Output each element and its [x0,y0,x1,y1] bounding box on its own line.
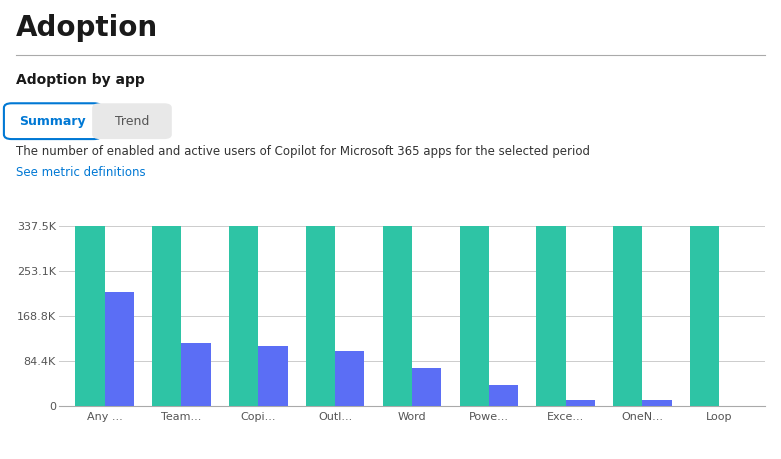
Bar [181,343,211,406]
Bar [306,226,335,406]
Text: Summary: Summary [19,115,86,128]
Bar [383,226,412,406]
FancyBboxPatch shape [4,103,102,139]
Bar [489,385,518,406]
FancyBboxPatch shape [92,103,172,139]
Bar [643,400,672,406]
Text: The number of enabled and active users of Copilot for Microsoft 365 apps for the: The number of enabled and active users o… [16,145,590,157]
Bar [105,291,134,406]
Bar [259,347,287,406]
Bar [76,226,105,406]
Bar [229,226,259,406]
Bar [613,226,643,406]
Bar [565,400,595,406]
Text: Trend: Trend [115,115,149,128]
Text: Adoption by app: Adoption by app [16,73,144,88]
Text: Adoption: Adoption [16,14,158,42]
Bar [335,351,365,406]
Bar [537,226,565,406]
Text: See metric definitions: See metric definitions [16,166,145,179]
Bar [690,226,719,406]
Bar [412,368,441,406]
Bar [459,226,489,406]
Bar [152,226,181,406]
